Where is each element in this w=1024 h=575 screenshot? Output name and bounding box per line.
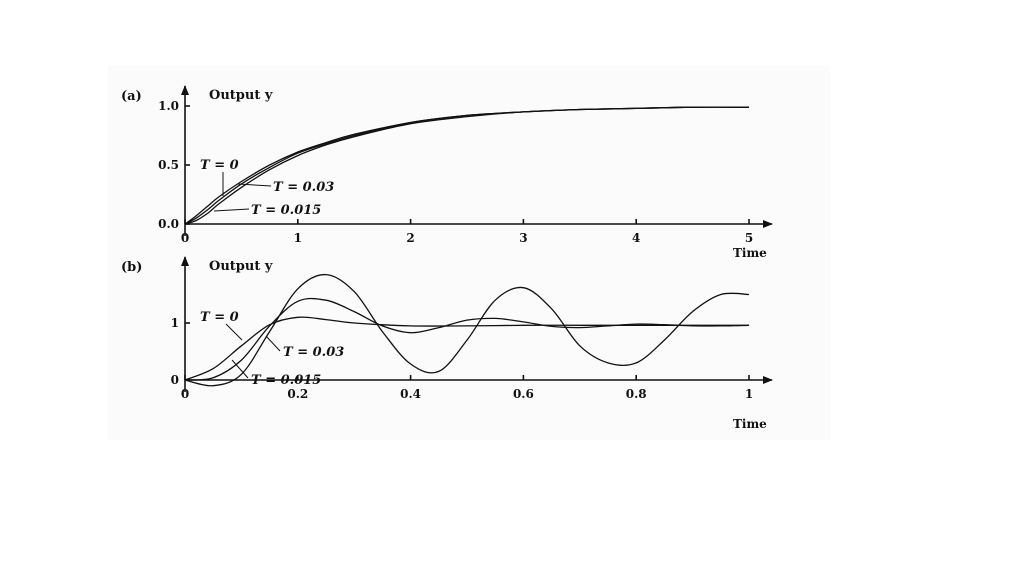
panel-b-y-tick-label: 0 [171, 373, 179, 387]
panel-b-annotation-t003: T = 0.03 [283, 345, 344, 360]
panel-a-series-line-2 [184, 106, 750, 225]
panel-a-x-tick-label: 4 [632, 231, 640, 245]
panel-b-xlabel: Time [733, 417, 767, 431]
panel-b-x-tick-label: 0.2 [287, 387, 308, 401]
panel-b-x-tick-label: 0.4 [400, 387, 421, 401]
panel-b-annotation-t0: T = 0 [200, 310, 239, 325]
panel-a-x-tick-label: 3 [519, 231, 527, 245]
panel-a-ylabel: Output y [209, 88, 273, 103]
panel-b-x-tick-label: 0 [181, 387, 189, 401]
panel-b-leader-t003 [265, 335, 281, 352]
panel-a-leader-t0015 [213, 208, 250, 212]
panel-a-leader-t003 [237, 183, 272, 187]
panel-a-y-tick-label: 1.0 [158, 99, 179, 113]
panel-a-y-tick-label: 0.0 [158, 217, 179, 231]
panel-b-x-tick-label: 0.6 [513, 387, 534, 401]
panel-a-x-tick-label: 0 [181, 231, 189, 245]
plot-layer: 0 1 2 3 4 5 0.0 0.5 1.0 0 0.2 0.4 0.6 0.8 1 0 1 [158, 85, 773, 401]
panel-a-xlabel: Time [733, 246, 767, 260]
panel-b-label: (b) [121, 260, 142, 275]
panel-a-annotation-t0: T = 0 [200, 158, 239, 173]
panel-b-leader-t0015 [231, 359, 249, 379]
panel-a-annotation-t0015: T = 0.015 [251, 203, 321, 218]
panel-a-x-tick-label: 2 [406, 231, 414, 245]
panel-a-y-tick-label: 0.5 [158, 158, 179, 172]
panel-a-x-tick-label: 1 [294, 231, 302, 245]
panel-a-annotation-t003: T = 0.03 [273, 180, 334, 195]
scanned-figure-background [108, 66, 830, 440]
panel-b-x-tick-label: 0.8 [626, 387, 647, 401]
panel-b-y-tick-label: 1 [171, 316, 179, 330]
panel-a-x-tick-label: 5 [745, 231, 753, 245]
panel-b-series-line-2 [184, 273, 750, 387]
panel-a-label: (a) [121, 89, 142, 104]
panel-b-ylabel: Output y [209, 259, 273, 274]
panel-b-leader-t0 [225, 323, 243, 341]
panel-b-x-tick-label: 1 [745, 387, 753, 401]
